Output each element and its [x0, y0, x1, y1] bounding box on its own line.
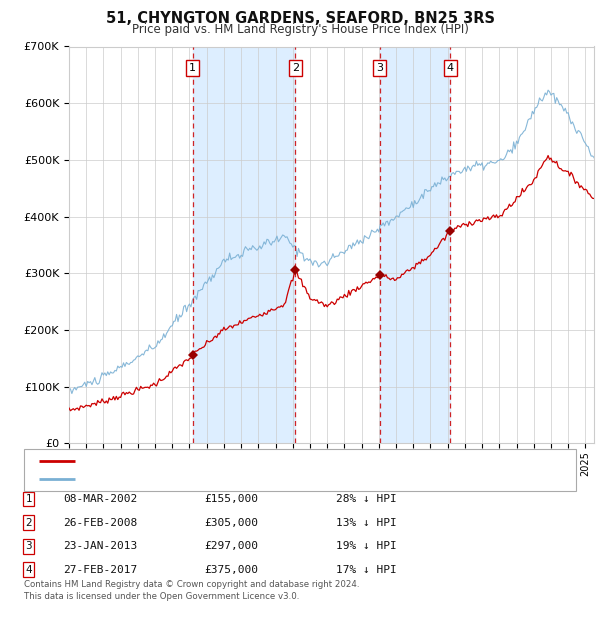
- Text: £305,000: £305,000: [204, 518, 258, 528]
- Text: 13% ↓ HPI: 13% ↓ HPI: [336, 518, 397, 528]
- Text: 17% ↓ HPI: 17% ↓ HPI: [336, 565, 397, 575]
- Text: 51, CHYNGTON GARDENS, SEAFORD, BN25 3RS (detached house): 51, CHYNGTON GARDENS, SEAFORD, BN25 3RS …: [82, 456, 425, 466]
- Text: Price paid vs. HM Land Registry's House Price Index (HPI): Price paid vs. HM Land Registry's House …: [131, 23, 469, 36]
- Text: 23-JAN-2013: 23-JAN-2013: [63, 541, 137, 551]
- Text: 4: 4: [25, 565, 32, 575]
- Text: 08-MAR-2002: 08-MAR-2002: [63, 494, 137, 504]
- Text: £297,000: £297,000: [204, 541, 258, 551]
- Text: Contains HM Land Registry data © Crown copyright and database right 2024.: Contains HM Land Registry data © Crown c…: [24, 580, 359, 589]
- Text: This data is licensed under the Open Government Licence v3.0.: This data is licensed under the Open Gov…: [24, 592, 299, 601]
- Text: 1: 1: [25, 494, 32, 504]
- Text: 3: 3: [376, 63, 383, 73]
- Bar: [380, 46, 450, 443]
- Text: 27-FEB-2017: 27-FEB-2017: [63, 565, 137, 575]
- Text: £155,000: £155,000: [204, 494, 258, 504]
- Text: 28% ↓ HPI: 28% ↓ HPI: [336, 494, 397, 504]
- Text: 19% ↓ HPI: 19% ↓ HPI: [336, 541, 397, 551]
- Text: 51, CHYNGTON GARDENS, SEAFORD, BN25 3RS: 51, CHYNGTON GARDENS, SEAFORD, BN25 3RS: [106, 11, 494, 25]
- Text: 2: 2: [292, 63, 299, 73]
- Bar: [193, 46, 295, 443]
- Text: 4: 4: [447, 63, 454, 73]
- Text: 3: 3: [25, 541, 32, 551]
- Text: 2: 2: [25, 518, 32, 528]
- Text: 26-FEB-2008: 26-FEB-2008: [63, 518, 137, 528]
- Text: 1: 1: [189, 63, 196, 73]
- Text: £375,000: £375,000: [204, 565, 258, 575]
- Text: HPI: Average price, detached house, Lewes: HPI: Average price, detached house, Lewe…: [82, 474, 307, 484]
